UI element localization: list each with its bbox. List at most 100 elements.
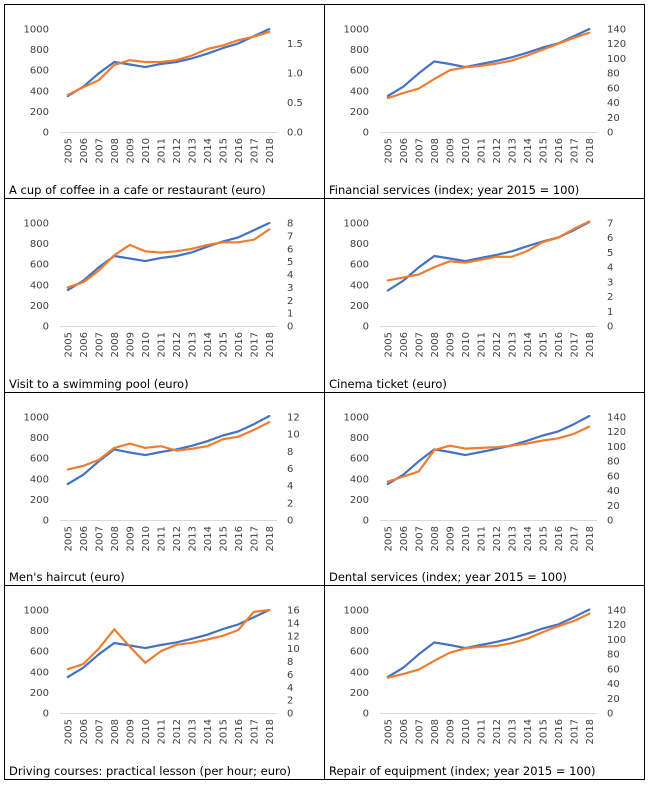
cinema-ticket-line-chart: 0 200 400 600 800 1000 0 1 2 3 4 5 6 7 2005 2006 2007 200… (344, 218, 614, 357)
x-tick-label: 2007 (94, 526, 105, 551)
x-tick-label: 2013 (507, 719, 518, 744)
x-tick-label: 2014 (203, 719, 214, 744)
x-tick-label: 2007 (414, 138, 425, 163)
y-right-tick-label: 2 (287, 498, 293, 509)
y-right-tick-label: 0 (287, 321, 293, 332)
x-tick-label: 2015 (218, 526, 229, 551)
orange-series-line (66, 30, 271, 97)
x-tick-label: 2017 (569, 719, 580, 744)
chart-panel-dental-services: 0 200 400 600 800 1000 0 20 40 60 80 100 120 140 2005 2… (325, 392, 645, 587)
x-tick-label: 2015 (538, 719, 549, 744)
y-right-tick-label: 14 (287, 619, 300, 630)
x-tick-label: 2010 (141, 719, 152, 744)
chart-panel-mens-haircut: 0 200 400 600 800 1000 0 2 4 6 8 10 12 2005 2006 2007 20… (5, 392, 325, 587)
y-left-tick-label: 600 (350, 66, 369, 77)
x-tick-label: 2013 (187, 138, 198, 163)
x-tick-label: 2012 (172, 138, 183, 163)
chart-caption: Cinema ticket (euro) (329, 376, 447, 391)
chart-panel-cinema-ticket: 0 200 400 600 800 1000 0 1 2 3 4 5 6 7 2005 2006 2007 200… (325, 198, 645, 393)
orange-series-line (386, 424, 591, 483)
x-tick-label: 2014 (523, 138, 534, 163)
x-tick-label: 2006 (79, 719, 90, 744)
x-tick-label: 2011 (156, 526, 167, 551)
chart-panel-swimming-pool: 0 200 400 600 800 1000 0 1 2 3 4 5 6 7 8 2005 2006 2007 20… (5, 198, 325, 393)
x-tick-label: 2005 (383, 526, 394, 551)
orange-series-line (386, 31, 591, 100)
y-right-tick-label: 0 (607, 515, 613, 526)
x-tick-label: 2016 (234, 332, 245, 357)
x-tick-label: 2012 (492, 138, 503, 163)
y-left-tick-label: 200 (30, 107, 49, 118)
blue-series-line (66, 414, 271, 485)
x-tick-label: 2013 (507, 526, 518, 551)
x-tick-label: 2018 (585, 719, 596, 744)
x-tick-label: 2017 (249, 526, 260, 551)
y-left-tick-label: 800 (30, 239, 49, 250)
y-left-tick-label: 200 (350, 494, 369, 505)
y-left-tick-label: 0 (43, 321, 49, 332)
orange-series-line (66, 420, 271, 471)
x-tick-label: 2006 (399, 332, 410, 357)
x-tick-label: 2005 (383, 332, 394, 357)
x-tick-label: 2016 (554, 332, 565, 357)
x-tick-label: 2005 (63, 719, 74, 744)
y-right-tick-label: 5 (287, 257, 293, 268)
x-tick-label: 2009 (445, 332, 456, 357)
y-left-tick-label: 1000 (24, 218, 49, 229)
blue-series-line (386, 414, 591, 485)
x-tick-label: 2016 (554, 719, 565, 744)
y-right-tick-label: 2 (287, 296, 293, 307)
x-tick-label: 2017 (569, 332, 580, 357)
y-right-tick-label: 4 (607, 262, 613, 273)
y-left-tick-label: 0 (43, 709, 49, 720)
x-tick-label: 2010 (461, 526, 472, 551)
y-right-tick-label: 10 (287, 644, 300, 655)
y-left-tick-label: 600 (350, 453, 369, 464)
y-right-tick-label: 6 (287, 670, 293, 681)
x-tick-label: 2008 (110, 526, 121, 551)
x-tick-label: 2013 (187, 332, 198, 357)
chart-caption: Financial services (index; year 2015 = 1… (329, 182, 580, 197)
y-right-tick-label: 60 (607, 665, 620, 676)
x-tick-label: 2008 (430, 719, 441, 744)
chart-caption: Repair of equipment (index; year 2015 = … (329, 764, 596, 778)
y-right-tick-label: 0 (287, 709, 293, 720)
x-tick-label: 2016 (554, 526, 565, 551)
y-right-tick-label: 40 (607, 486, 620, 497)
x-tick-label: 2011 (476, 719, 487, 744)
blue-series-line (66, 609, 271, 679)
y-right-tick-label: 7 (287, 231, 293, 242)
x-tick-label: 2017 (569, 526, 580, 551)
x-tick-label: 2011 (476, 138, 487, 163)
x-tick-label: 2006 (399, 719, 410, 744)
y-right-tick-label: 100 (607, 635, 626, 646)
x-tick-label: 2010 (461, 138, 472, 163)
x-tick-label: 2011 (156, 332, 167, 357)
chart-panel-driving-courses: 0 200 400 600 800 1000 0 2 4 6 8 10 12 14 16 2005 2006 20… (5, 586, 325, 780)
x-tick-label: 2011 (476, 332, 487, 357)
chart-caption: Visit to a swimming pool (euro) (9, 376, 189, 391)
blue-series-line (386, 608, 591, 679)
y-left-tick-label: 0 (363, 515, 369, 526)
x-tick-label: 2005 (63, 332, 74, 357)
x-tick-label: 2012 (492, 719, 503, 744)
y-left-tick-label: 600 (30, 453, 49, 464)
x-tick-label: 2018 (265, 138, 276, 163)
y-right-tick-label: 120 (607, 427, 626, 438)
y-right-tick-label: 7 (607, 218, 613, 229)
x-tick-label: 2018 (265, 526, 276, 551)
y-right-tick-label: 80 (607, 69, 620, 80)
x-tick-label: 2007 (94, 719, 105, 744)
x-tick-label: 2018 (265, 719, 276, 744)
y-right-tick-label: 8 (287, 446, 293, 457)
x-tick-label: 2015 (218, 332, 229, 357)
y-right-tick-label: 140 (607, 412, 626, 423)
y-right-tick-label: 4 (287, 683, 293, 694)
y-right-tick-label: 140 (607, 606, 626, 617)
y-right-tick-label: 0.0 (287, 128, 303, 139)
y-left-tick-label: 200 (30, 301, 49, 312)
coffee-line-chart: 0 200 400 600 800 1000 0.0 0.5 1.0 1.5 2005 2006 200… (24, 25, 303, 164)
y-right-tick-label: 1 (287, 308, 293, 319)
y-right-tick-label: 4 (287, 270, 293, 281)
x-tick-label: 2011 (156, 719, 167, 744)
